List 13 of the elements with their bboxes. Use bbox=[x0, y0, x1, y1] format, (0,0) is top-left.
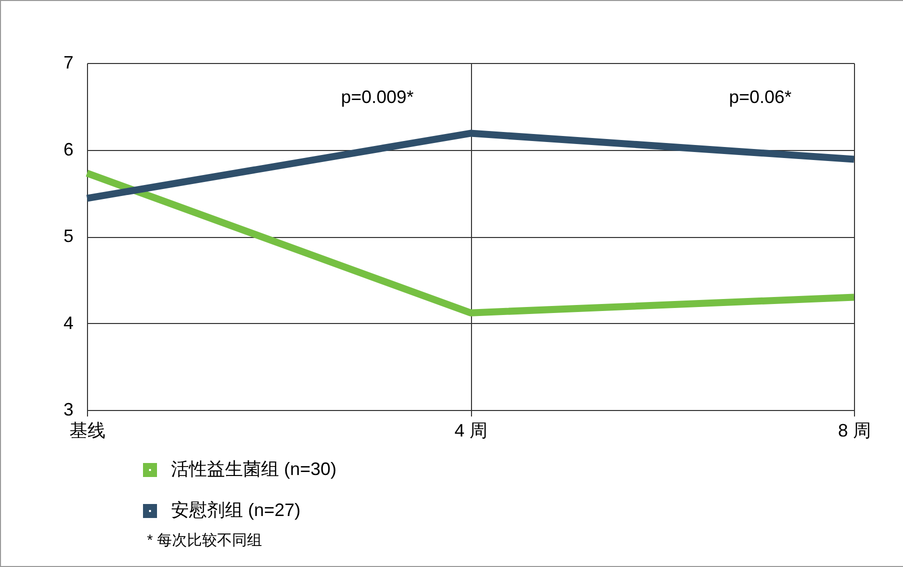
legend-label: 安慰剂组 (n=27) bbox=[171, 500, 301, 520]
text: * 每次比较不同组 bbox=[147, 531, 262, 550]
x-tick-label: 基线 bbox=[70, 420, 106, 440]
x-tick-label: 8 周 bbox=[838, 420, 872, 440]
y-tick-label: 5 bbox=[63, 226, 74, 246]
y-tick-label: 4 bbox=[63, 312, 74, 333]
x-tick-label: 4 周 bbox=[454, 420, 488, 440]
annotation: p=0.009* bbox=[341, 87, 414, 108]
y-tick-label: 6 bbox=[63, 139, 74, 160]
annotation: p=0.06* bbox=[729, 87, 792, 108]
legend-label: 活性益生菌组 (n=30) bbox=[171, 459, 337, 479]
y-tick-label: 7 bbox=[63, 52, 74, 72]
y-tick-label: 3 bbox=[63, 400, 74, 420]
